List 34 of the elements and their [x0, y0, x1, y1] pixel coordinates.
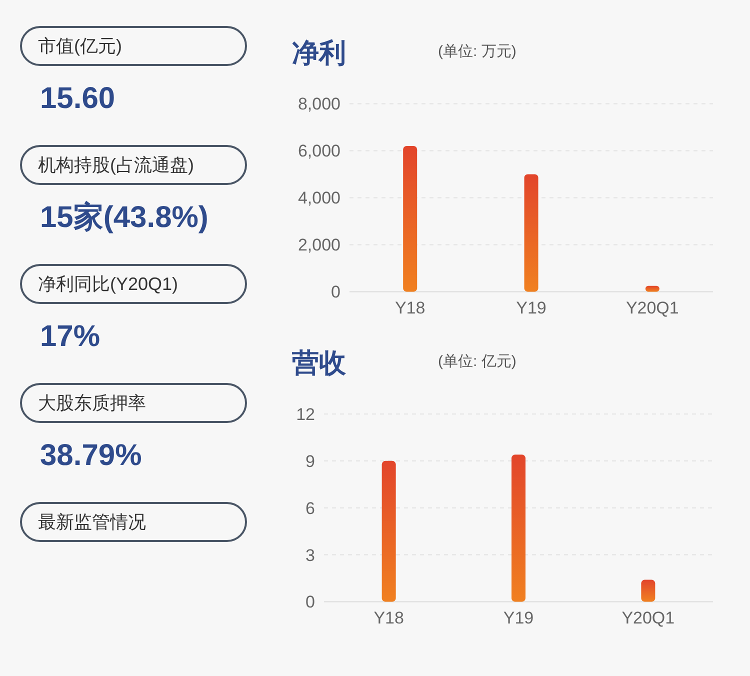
bar: [512, 454, 526, 602]
chart-subtitle: (单位: 亿元): [438, 353, 516, 370]
x-tick-label: Y20Q1: [626, 298, 679, 318]
text: 大股东质押率: [38, 393, 146, 413]
bar: [403, 146, 418, 292]
y-tick-label: 6,000: [298, 142, 340, 161]
y-tick-label: 4,000: [298, 188, 340, 208]
y-tick-label: 2,000: [298, 236, 340, 255]
chart-title: 净利: [292, 38, 346, 68]
y-tick-label: 12: [296, 405, 315, 424]
x-tick-label: Y18: [374, 608, 404, 628]
bar: [524, 174, 538, 292]
y-tick-label: 3: [306, 546, 315, 565]
y-tick-label: 9: [306, 452, 315, 471]
y-tick-label: 0: [306, 592, 315, 612]
text: 机构持股(占流通盘): [38, 155, 194, 175]
y-tick-label: 0: [331, 282, 340, 302]
x-tick-label: Y19: [516, 298, 546, 318]
x-tick-label: Y19: [503, 608, 534, 628]
text: 市值(亿元): [38, 36, 122, 56]
bar: [382, 460, 396, 602]
text: 38.79%: [40, 439, 142, 472]
bar: [641, 580, 656, 602]
y-tick-label: 8,000: [298, 94, 340, 114]
x-tick-label: Y20Q1: [622, 608, 675, 628]
text: 15.60: [40, 82, 116, 115]
text: 净利同比(Y20Q1): [38, 274, 178, 294]
text: 17%: [40, 320, 100, 353]
chart-title: 营收: [291, 348, 347, 378]
x-tick-label: Y18: [394, 298, 426, 318]
y-tick-label: 6: [306, 498, 315, 518]
text: 15家(43.8%): [40, 200, 208, 234]
chart-subtitle: (单位: 万元): [438, 43, 516, 60]
text: 最新监管情况: [38, 512, 146, 532]
